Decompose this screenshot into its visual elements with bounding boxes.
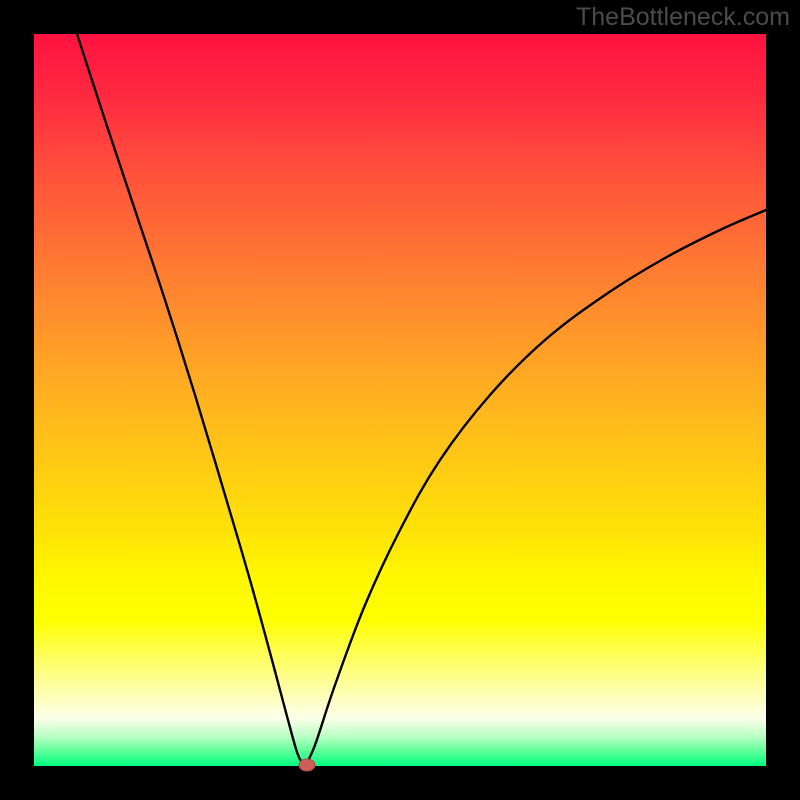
bottleneck-chart: [0, 0, 800, 800]
plot-area: [34, 34, 766, 766]
watermark-text: TheBottleneck.com: [576, 3, 790, 32]
minimum-marker: [299, 759, 315, 771]
chart-container: TheBottleneck.com: [0, 0, 800, 800]
